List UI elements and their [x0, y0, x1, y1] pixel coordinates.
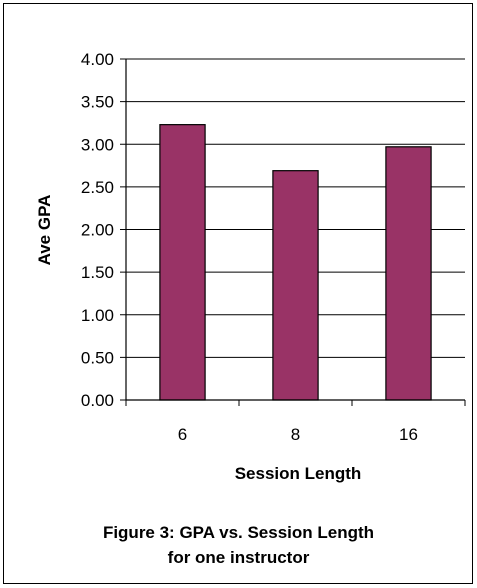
y-tick-label: 2.00	[81, 221, 114, 240]
bar-chart: 0.00 0.50 1.00 1.50 2.00 2.50 3.00 3.50 4.00 6 8 1…	[35, 50, 466, 483]
x-axis-title: Session Length	[235, 464, 362, 483]
caption-line-1: Figure 3: GPA vs. Session Length	[102, 523, 375, 542]
y-tick-label: 1.50	[81, 263, 114, 282]
bar-6	[159, 124, 206, 401]
y-tick-labels: 0.00 0.50 1.00 1.50 2.00 2.50 3.00 3.50 4.00	[81, 50, 114, 410]
bar-8	[272, 170, 319, 401]
axes	[120, 58, 466, 406]
y-tick-label: 0.00	[81, 391, 114, 410]
bar-16	[385, 146, 432, 401]
x-tick-label: 6	[178, 425, 187, 444]
y-tick-label: 3.50	[81, 93, 114, 112]
y-axis-title: Ave GPA	[35, 195, 54, 266]
bars	[159, 124, 432, 401]
y-tick-label: 3.00	[81, 135, 114, 154]
figure-caption: Figure 3: GPA vs. Session Length for one…	[0, 520, 477, 570]
caption-line-2: for one instructor	[167, 548, 310, 567]
x-tick-label: 16	[399, 425, 418, 444]
y-tick-label: 1.00	[81, 306, 114, 325]
y-tick-label: 2.50	[81, 178, 114, 197]
x-tick-labels: 6 8 16	[178, 425, 418, 444]
x-tick-label: 8	[291, 425, 300, 444]
y-tick-label: 4.00	[81, 50, 114, 69]
y-tick-label: 0.50	[81, 348, 114, 367]
